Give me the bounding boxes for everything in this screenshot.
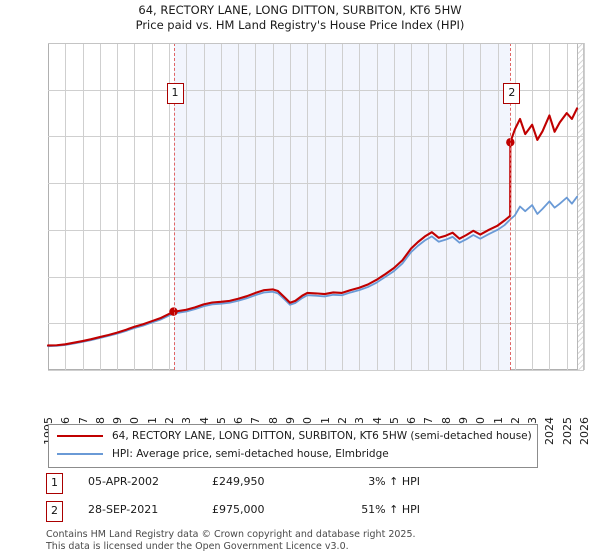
gridline-vertical bbox=[359, 43, 361, 370]
future-projection-band bbox=[577, 43, 585, 370]
transaction-index-badge: 2 bbox=[46, 501, 63, 522]
gridline-vertical bbox=[445, 43, 447, 370]
price-paid-line bbox=[46, 107, 579, 347]
gridline-horizontal bbox=[48, 229, 584, 231]
transaction-price: £249,950 bbox=[212, 475, 265, 488]
gridline-vertical bbox=[497, 43, 499, 370]
chart-title-line-2: Price paid vs. HM Land Registry's House … bbox=[135, 18, 465, 32]
gridline-horizontal bbox=[48, 183, 584, 185]
transaction-hpi-delta: 51% ↑ HPI bbox=[361, 503, 420, 516]
gridline-horizontal bbox=[48, 89, 584, 91]
gridline-vertical bbox=[307, 43, 309, 370]
plot-area: £0£200K£400K£600K£800K£1M£1.2M£1.4M 1995… bbox=[42, 43, 591, 445]
gridline-horizontal bbox=[48, 276, 584, 278]
transaction-index-badge: 1 bbox=[46, 473, 63, 494]
gridline-vertical bbox=[169, 43, 171, 370]
sale-event-marker[interactable]: 2 bbox=[503, 83, 521, 104]
transaction-date: 28-SEP-2021 bbox=[88, 503, 159, 516]
gridline-vertical bbox=[220, 43, 222, 370]
gridline-vertical bbox=[584, 43, 585, 370]
gridline-horizontal bbox=[48, 323, 584, 325]
legend-swatch-price-paid bbox=[57, 435, 103, 437]
chart-legend: 64, RECTORY LANE, LONG DITTON, SURBITON,… bbox=[48, 424, 538, 468]
gridline-vertical bbox=[82, 43, 84, 370]
legend-item-hpi: HPI: Average price, semi-detached house,… bbox=[57, 446, 389, 462]
gridline-horizontal bbox=[48, 136, 584, 138]
gridline-vertical bbox=[186, 43, 188, 370]
gridline-vertical bbox=[324, 43, 326, 370]
footer-line-2: This data is licensed under the Open Gov… bbox=[46, 540, 349, 552]
transaction-price: £975,000 bbox=[212, 503, 265, 516]
x-axis-tick-label: 2024 bbox=[543, 417, 557, 445]
x-axis-tick-label: 2025 bbox=[560, 417, 574, 445]
gridline-vertical bbox=[238, 43, 240, 370]
transaction-hpi-delta: 3% ↑ HPI bbox=[368, 475, 420, 488]
hpi-line bbox=[47, 195, 578, 348]
sale-event-marker[interactable]: 1 bbox=[166, 83, 184, 104]
x-axis-tick-label: 2026 bbox=[578, 417, 591, 445]
gridline-vertical bbox=[411, 43, 413, 370]
gridline-vertical bbox=[428, 43, 430, 370]
sale-event-line bbox=[510, 43, 512, 370]
gridline-vertical bbox=[290, 43, 292, 370]
gridline-vertical bbox=[376, 43, 378, 370]
gridline-vertical bbox=[462, 43, 464, 370]
gridline-vertical bbox=[134, 43, 136, 370]
gridline-vertical bbox=[341, 43, 343, 370]
chart-title: 64, RECTORY LANE, LONG DITTON, SURBITON,… bbox=[0, 3, 600, 33]
transaction-row[interactable]: 1 05-APR-2002 £249,950 3% ↑ HPI bbox=[46, 473, 546, 494]
gridline-vertical bbox=[393, 43, 395, 370]
legend-item-price-paid: 64, RECTORY LANE, LONG DITTON, SURBITON,… bbox=[57, 428, 532, 444]
transaction-row[interactable]: 2 28-SEP-2021 £975,000 51% ↑ HPI bbox=[46, 501, 546, 522]
chart-title-line-1: 64, RECTORY LANE, LONG DITTON, SURBITON,… bbox=[138, 3, 462, 17]
gridline-vertical bbox=[117, 43, 119, 370]
footer-line-1: Contains HM Land Registry data © Crown c… bbox=[46, 529, 416, 540]
legend-label-price-paid: 64, RECTORY LANE, LONG DITTON, SURBITON,… bbox=[112, 430, 532, 442]
gridline-vertical bbox=[65, 43, 67, 370]
sale-event-line bbox=[173, 43, 175, 370]
legend-label-hpi: HPI: Average price, semi-detached house,… bbox=[112, 448, 389, 460]
gridline-horizontal bbox=[48, 370, 584, 371]
gridline-vertical bbox=[272, 43, 274, 370]
gridline-vertical bbox=[99, 43, 101, 370]
footer-attribution: Contains HM Land Registry data © Crown c… bbox=[46, 529, 586, 552]
gridline-vertical bbox=[203, 43, 205, 370]
gridline-vertical bbox=[566, 43, 568, 370]
gridline-vertical bbox=[480, 43, 482, 370]
legend-swatch-hpi bbox=[57, 453, 103, 455]
gridline-vertical bbox=[514, 43, 516, 370]
transaction-date: 05-APR-2002 bbox=[88, 475, 160, 488]
gridline-vertical bbox=[151, 43, 153, 370]
gridline-vertical bbox=[549, 43, 551, 370]
gridline-vertical bbox=[255, 43, 257, 370]
